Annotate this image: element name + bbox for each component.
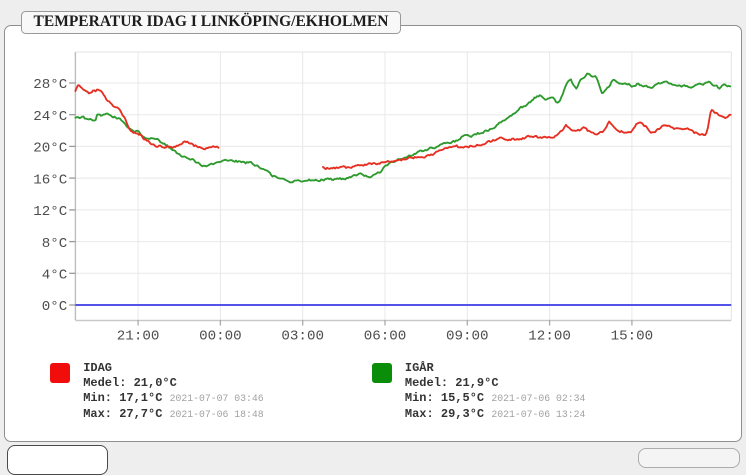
svg-text:24°C: 24°C (33, 109, 67, 125)
svg-text:8°C: 8°C (42, 236, 68, 252)
svg-text:12°C: 12°C (33, 204, 67, 220)
svg-text:15:00: 15:00 (611, 329, 654, 345)
svg-text:06:00: 06:00 (364, 329, 407, 345)
svg-text:4°C: 4°C (42, 268, 68, 284)
svg-text:00:00: 00:00 (199, 329, 242, 345)
svg-text:0°C: 0°C (42, 299, 68, 315)
svg-text:12:00: 12:00 (528, 329, 571, 345)
svg-text:28°C: 28°C (33, 77, 67, 93)
svg-text:09:00: 09:00 (446, 329, 489, 345)
svg-text:03:00: 03:00 (281, 329, 324, 345)
svg-text:20°C: 20°C (33, 141, 67, 157)
svg-text:16°C: 16°C (33, 172, 67, 188)
svg-text:21:00: 21:00 (117, 329, 160, 345)
